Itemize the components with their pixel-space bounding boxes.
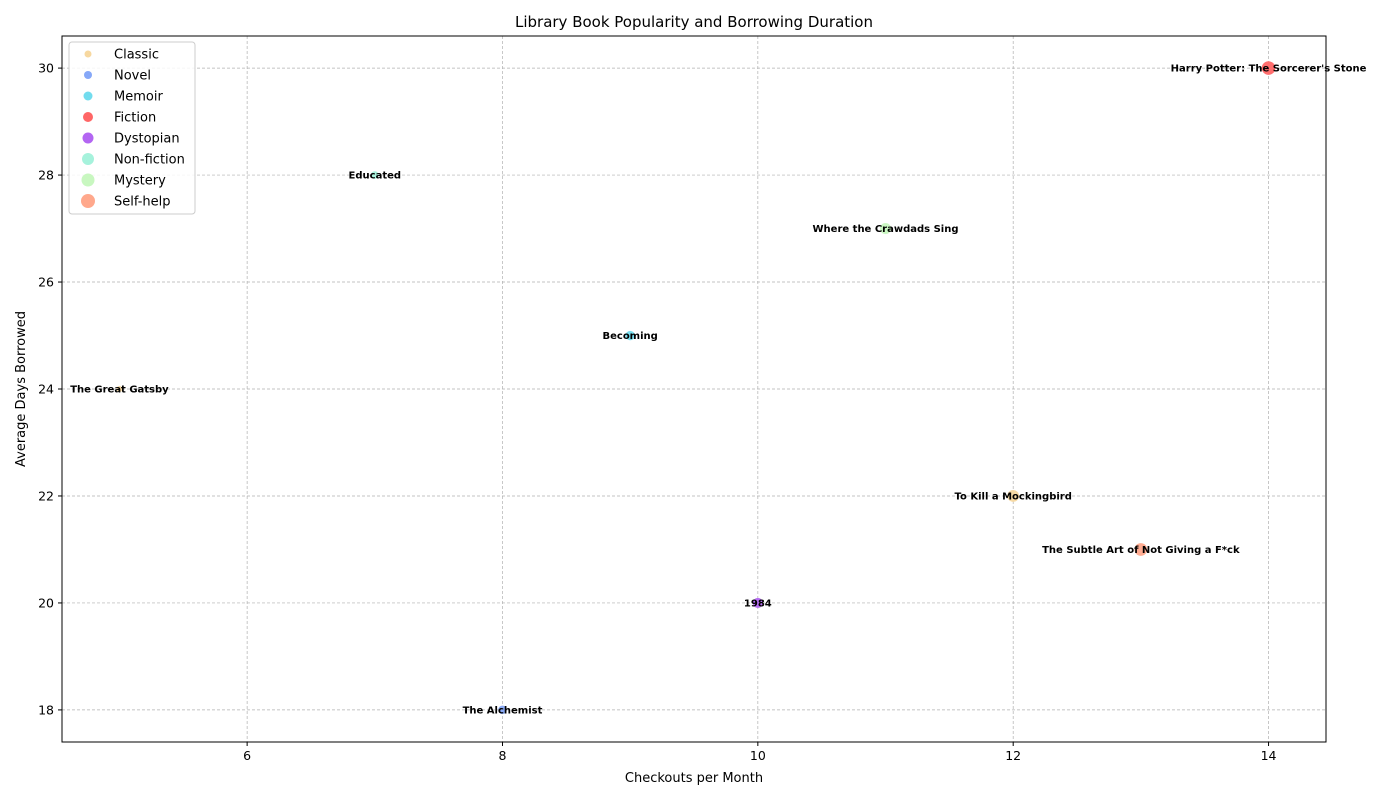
data-points (116, 61, 1276, 715)
data-point (116, 386, 123, 392)
x-tick-label: 10 (750, 748, 766, 763)
y-tick-label: 22 (38, 488, 54, 503)
legend-label: Dystopian (114, 132, 180, 147)
y-tick-label: 26 (38, 275, 54, 290)
data-point (1261, 61, 1276, 75)
x-tick-label: 14 (1261, 748, 1277, 763)
legend-label: Mystery (114, 174, 166, 189)
data-point (625, 330, 635, 341)
data-point (752, 597, 763, 609)
legend-marker (83, 112, 93, 122)
point-labels: Harry Potter: The Sorcerer's Stone Educat… (70, 64, 1366, 717)
y-tick-label: 24 (38, 382, 54, 397)
legend-marker (81, 173, 95, 187)
legend: Classic Novel Memoir Fiction Dystopian Non-fi… (68, 41, 196, 215)
data-point (1007, 490, 1020, 502)
legend-marker (84, 50, 92, 58)
legend-label: Classic (114, 48, 159, 63)
legend-marker (82, 153, 94, 165)
y-tick-label: 30 (38, 61, 54, 76)
point-label: The Great Gatsby (70, 385, 169, 396)
point-label: The Alchemist (463, 705, 543, 716)
legend-marker (81, 194, 95, 208)
point-label: 1984 (744, 598, 772, 609)
point-label: To Kill a Mockingbird (955, 491, 1072, 502)
point-label: Educated (349, 171, 402, 182)
x-tick-label: 8 (499, 748, 507, 763)
legend-label: Self-help (114, 195, 171, 210)
x-tick-label: 6 (243, 748, 251, 763)
point-label: Harry Potter: The Sorcerer's Stone (1171, 64, 1367, 75)
grid (62, 36, 1326, 742)
y-tick-label: 20 (38, 595, 54, 610)
legend-marker (83, 91, 93, 101)
x-axis: 6 8 10 12 14 (243, 742, 1277, 763)
legend-marker (84, 71, 92, 79)
point-label: Where the Crawdads Sing (813, 224, 959, 235)
point-label: The Subtle Art of Not Giving a F*ck (1042, 545, 1240, 556)
y-tick-label: 28 (38, 168, 54, 183)
legend-label: Memoir (114, 90, 163, 105)
chart-title: Library Book Popularity and Borrowing Du… (515, 13, 873, 31)
y-axis: 18 20 22 24 26 28 30 (38, 61, 62, 717)
data-point (370, 171, 379, 179)
legend-label: Novel (114, 69, 151, 84)
x-tick-label: 12 (1005, 748, 1021, 763)
legend-label: Non-fiction (114, 153, 185, 168)
legend-box (68, 41, 196, 215)
legend-marker (82, 132, 94, 144)
point-label: Becoming (602, 331, 657, 342)
y-tick-label: 18 (38, 702, 54, 717)
data-point (1134, 543, 1148, 556)
data-point (879, 223, 892, 235)
data-point (498, 705, 507, 715)
x-axis-title: Checkouts per Month (625, 771, 763, 786)
y-axis-title: Average Days Borrowed (14, 311, 29, 467)
legend-label: Fiction (114, 111, 156, 126)
